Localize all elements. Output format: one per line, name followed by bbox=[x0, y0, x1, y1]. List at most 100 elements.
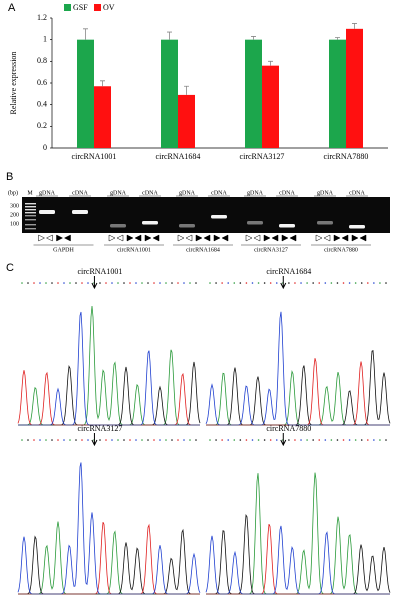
base-dot bbox=[147, 282, 149, 284]
base-dot bbox=[123, 439, 125, 441]
marker-label: M bbox=[27, 190, 33, 196]
primer-icon bbox=[116, 234, 124, 242]
base-dot bbox=[141, 282, 143, 284]
primer-icon bbox=[203, 234, 211, 242]
ladder-band bbox=[25, 209, 36, 211]
arrow bbox=[91, 433, 98, 447]
gene-label: circRNA7880 bbox=[324, 247, 358, 253]
bar bbox=[346, 28, 363, 148]
base-dot bbox=[195, 439, 197, 441]
x-tick-label: circRNA7880 bbox=[324, 152, 369, 161]
error-bar bbox=[352, 23, 357, 29]
base-dot bbox=[195, 282, 197, 284]
gel-unit: (bp) bbox=[8, 189, 18, 196]
base-dot bbox=[75, 282, 77, 284]
base-dot bbox=[269, 439, 272, 441]
x-tick-label: circRNA1684 bbox=[156, 152, 201, 161]
base-dot bbox=[87, 439, 89, 441]
base-dot bbox=[81, 282, 83, 284]
base-dot bbox=[69, 282, 71, 284]
error-bar bbox=[268, 60, 273, 66]
base-dot bbox=[227, 282, 230, 284]
base-dot bbox=[245, 439, 248, 441]
chromatogram-label: circRNA1684 bbox=[266, 267, 311, 276]
base-dot bbox=[257, 439, 260, 441]
y-tick-label: 0.8 bbox=[37, 56, 47, 65]
ladder-band bbox=[25, 219, 36, 221]
trace bbox=[206, 514, 391, 595]
bar bbox=[161, 39, 178, 148]
base-dot bbox=[275, 282, 278, 284]
legend-swatch bbox=[94, 4, 101, 11]
lane-label: cDNA bbox=[72, 190, 88, 196]
base-dot bbox=[342, 282, 345, 284]
base-dot bbox=[385, 439, 387, 441]
x-tick-label: circRNA3127 bbox=[240, 152, 285, 161]
base-dot bbox=[159, 282, 161, 284]
base-dot bbox=[227, 439, 230, 441]
gel-band bbox=[179, 224, 195, 228]
trace bbox=[205, 525, 390, 595]
base-dot bbox=[189, 282, 191, 284]
base-dot bbox=[294, 439, 296, 441]
trace bbox=[206, 358, 390, 426]
base-dot bbox=[165, 439, 167, 441]
primer-icon bbox=[351, 234, 359, 242]
gel-band bbox=[247, 221, 263, 225]
primer-icon bbox=[38, 234, 46, 242]
primer-icon bbox=[245, 234, 253, 242]
gel-band bbox=[72, 210, 88, 214]
lane-label: gDNA bbox=[317, 190, 334, 196]
error-bar bbox=[335, 37, 340, 40]
primer-icon bbox=[126, 234, 134, 242]
ladder-band bbox=[25, 228, 36, 230]
error-bar bbox=[167, 31, 172, 40]
base-dot bbox=[135, 439, 137, 441]
y-tick-label: 1 bbox=[43, 34, 47, 43]
legend-label: OV bbox=[103, 3, 115, 12]
base-dot bbox=[171, 439, 173, 441]
base-dot bbox=[81, 439, 83, 441]
base-dot bbox=[177, 439, 179, 441]
bar bbox=[245, 39, 262, 148]
base-dot bbox=[318, 282, 321, 284]
base-dot bbox=[288, 439, 290, 441]
gene-label: circRNA3127 bbox=[254, 247, 288, 253]
base-dot bbox=[153, 282, 155, 284]
base-dot bbox=[251, 439, 254, 441]
base-dot bbox=[312, 282, 314, 284]
base-dot bbox=[33, 282, 35, 284]
trace bbox=[18, 305, 200, 426]
base-dot bbox=[33, 439, 35, 441]
base-dot bbox=[330, 282, 333, 284]
primer-icon bbox=[333, 234, 341, 242]
base-dot bbox=[251, 282, 254, 284]
base-dot bbox=[117, 282, 119, 284]
trace bbox=[206, 472, 390, 595]
base-dot bbox=[51, 439, 53, 441]
chromatogram-label: circRNA1001 bbox=[77, 267, 122, 276]
trace bbox=[17, 370, 200, 426]
trace bbox=[18, 521, 200, 595]
gene-label: circRNA1001 bbox=[117, 247, 151, 253]
primer-icon bbox=[56, 234, 64, 242]
chromatogram-label: circRNA3127 bbox=[77, 424, 122, 433]
gel-band bbox=[317, 221, 333, 225]
base-dot bbox=[342, 439, 345, 441]
primer-icon bbox=[263, 234, 271, 242]
y-tick-label: 0.2 bbox=[37, 121, 47, 130]
base-dot bbox=[215, 439, 217, 441]
arrow bbox=[280, 276, 287, 290]
panel-label: B bbox=[6, 171, 13, 183]
base-dot bbox=[263, 282, 266, 284]
base-dot bbox=[336, 282, 339, 284]
chromatogram-label: circRNA7880 bbox=[266, 424, 311, 433]
base-dot bbox=[63, 439, 65, 441]
base-dot bbox=[141, 439, 143, 441]
base-dot bbox=[183, 439, 185, 441]
base-dot bbox=[215, 282, 217, 284]
marker-size: 100 bbox=[10, 221, 19, 227]
base-dot bbox=[318, 439, 321, 441]
primer-icon bbox=[134, 234, 142, 242]
